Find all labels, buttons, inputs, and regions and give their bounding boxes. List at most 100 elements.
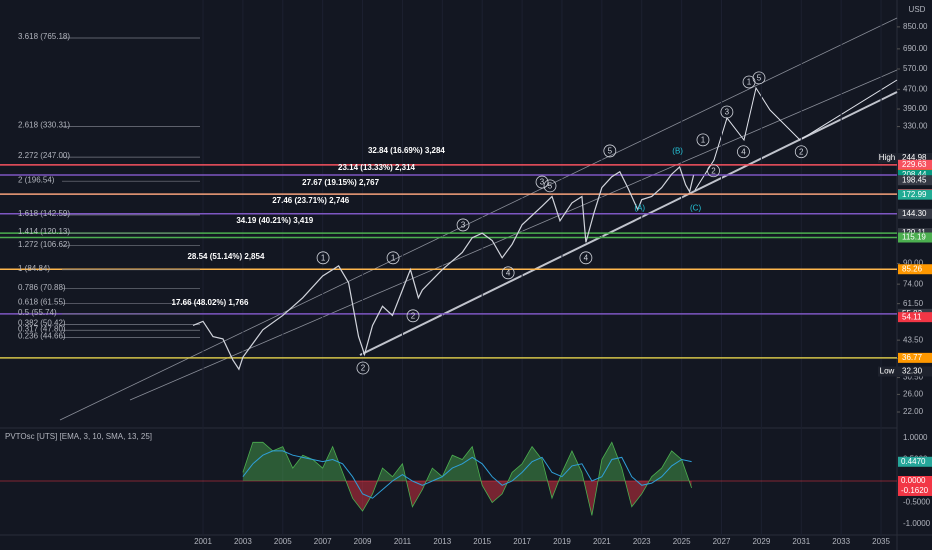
osc-tick-label: 1.0000 [903,433,928,442]
y-tick-label: 30.50 [903,373,924,382]
y-tick-label: 470.00 [903,84,928,93]
oscillator-title: PVTOsc [UTS] [EMA, 3, 10, SMA, 13, 25] [5,432,152,441]
wave-circle [696,133,710,147]
signal-line [242,450,692,499]
x-tick-label: 2015 [473,537,491,546]
x-tick-label: 2005 [274,537,292,546]
wave-circle [737,145,750,159]
x-tick-label: 2017 [513,537,531,546]
x-tick-label: 2027 [713,537,731,546]
measure-label: 34.19 (40.21%) 3,419 [236,216,313,225]
price-tag [898,189,932,200]
osc-tag-label: 0.4470 [901,457,926,466]
x-tick-label: 2019 [553,537,571,546]
measure-label: 32.84 (16.69%) 3,284 [368,146,445,155]
wave-circle [794,145,808,159]
x-tick-label: 2013 [433,537,451,546]
wave-label: 4 [584,253,589,262]
fib-label: 3.618 (765.18) [18,32,70,41]
wave-label: 2 [361,364,366,373]
price-tag-label: 32.30 [902,367,923,376]
x-tick-label: 2035 [872,537,890,546]
wave-label: 1 [701,135,706,144]
wave-circle [386,251,400,265]
wave-circle [543,179,557,193]
osc-tick-label: -0.5000 [903,498,931,507]
price-tag [898,175,932,186]
fib-label: 0.5 (55.74) [18,308,57,317]
wave-label: 4 [506,268,511,277]
wave-label: 5 [548,182,553,191]
measure-label: 27.46 (23.71%) 2,746 [272,196,349,205]
price-tag [898,208,932,219]
wave-label: 2 [411,311,416,320]
y-tick-label: 61.50 [903,299,924,308]
wave-label: (C) [690,203,701,212]
x-tick-label: 2021 [593,537,611,546]
price-tag-label: 229.63 [902,160,927,169]
x-tick-label: 2025 [673,537,691,546]
wave-circle [501,266,515,280]
osc-tag [898,475,932,486]
y-tick-label: 43.50 [903,335,924,344]
measure-label: 28.54 (51.14%) 2,854 [187,252,264,261]
wave-label: 3 [540,178,545,187]
x-tick-label: 2011 [394,537,412,546]
tag-label: Low [880,367,895,376]
price-tag-label: 85.26 [902,264,923,273]
tag-box [878,152,897,163]
wave-circle [707,164,720,178]
fib-label: 2 (196.54) [18,175,55,184]
y-tick-label: 90.00 [903,259,924,268]
channel-line [59,17,898,421]
osc-tick-label: -1.0000 [903,519,931,528]
price-line [192,165,695,371]
wave-label: 4 [741,147,746,156]
osc-line [242,441,692,516]
osc-tag [898,485,932,496]
wave-label: 1 [321,253,326,262]
tag-box [878,366,897,377]
wave-circle [356,361,370,375]
wave-circle [535,175,549,189]
osc-tag [898,456,932,467]
measure-label: 17.66 (48.02%) 1,766 [172,298,249,307]
x-tick-label: 2031 [792,537,810,546]
wave-label: (A) [634,203,645,212]
osc-area-positive [242,442,692,481]
price-tag-label: 172.99 [902,190,927,199]
osc-tag-label: 0.0000 [901,476,926,485]
wave-circle [579,251,593,265]
fib-label: 0.236 (44.66) [18,331,66,340]
channel-line [129,69,898,401]
price-tag-label: 115.19 [902,233,926,242]
price-tag [898,352,932,363]
currency: USD [909,5,926,14]
wave-label: 2 [799,147,804,156]
projection-line [694,79,898,191]
price-tag [898,232,932,243]
x-tick-label: 2009 [354,537,372,546]
wave-label: 2 [711,166,716,175]
y-tick-label: 390.00 [903,104,928,113]
measure-label: 23.14 (13.33%) 2,314 [338,163,415,172]
wave-circle [752,71,766,85]
fib-label: 0.382 (50.42) [18,319,66,328]
wave-label: 3 [725,108,730,117]
price-tag [898,264,932,275]
fib-label: 1 (84.84) [18,264,50,273]
x-tick-label: 2007 [314,537,332,546]
wave-label: 5 [608,147,613,156]
x-tick-label: 2001 [194,537,212,546]
price-tag-label: 244.98 [902,153,927,162]
fib-label: 1.414 (120.13) [18,227,70,236]
measure-label: 27.67 (19.15%) 2,767 [302,178,379,187]
wave-label: 1 [391,253,396,262]
y-tick-label: 74.00 [903,279,924,288]
price-tag-label: 198.45 [902,175,927,184]
y-tick-label: 26.00 [903,389,924,398]
price-tag [898,170,932,181]
y-tick-label: 690.00 [903,44,928,53]
